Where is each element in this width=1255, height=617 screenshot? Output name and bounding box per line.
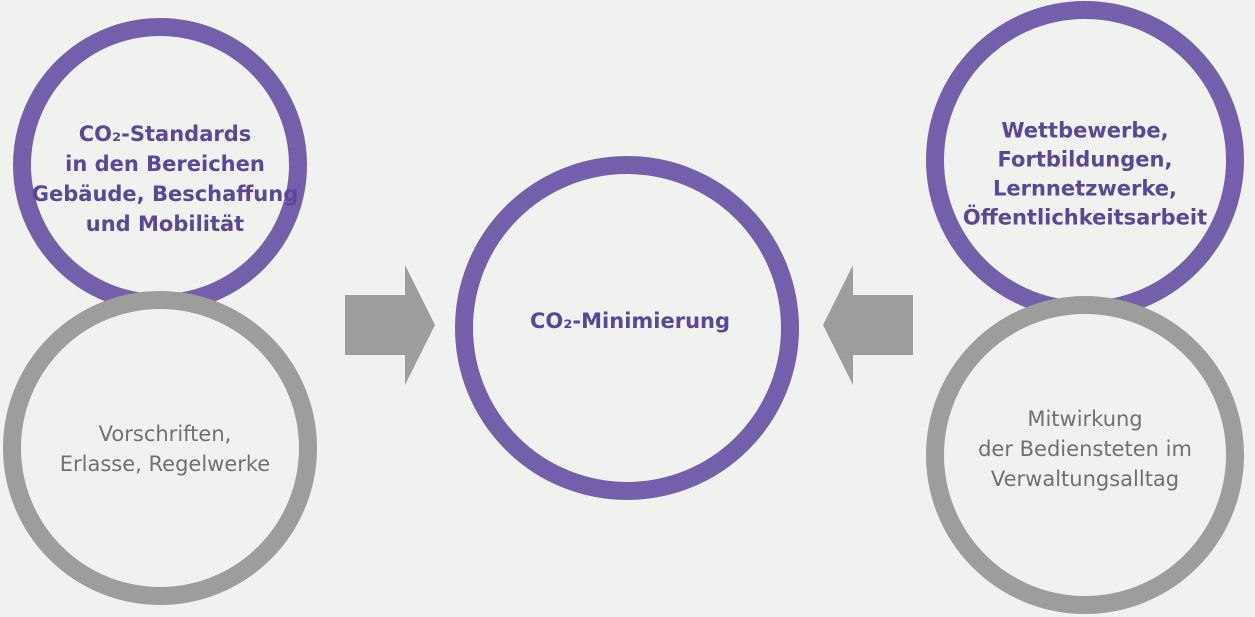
center-ring xyxy=(455,156,799,500)
node-label: Fortbildungen, xyxy=(998,148,1173,172)
labels: CO₂-Standards in den Bereichen Gebäude, Be… xyxy=(32,119,1207,492)
node-label: Mitwirkung xyxy=(1027,407,1142,431)
node-label: CO₂-Standards xyxy=(79,122,252,146)
gray-ring xyxy=(3,291,317,605)
node-label: Gebäude, Beschaffung xyxy=(32,182,298,206)
node-label: in den Bereichen xyxy=(65,152,265,176)
gray-ring xyxy=(926,296,1244,614)
node-label: Wettbewerbe, xyxy=(1001,119,1168,143)
node-label: der Bediensteten im xyxy=(978,437,1192,461)
node-label: Verwaltungsalltag xyxy=(991,467,1179,491)
node-label: Lernnetzwerke, xyxy=(993,177,1177,201)
node-label: und Mobilität xyxy=(86,212,244,236)
arrow xyxy=(345,265,435,385)
arrow xyxy=(823,265,913,385)
node-label: CO₂-Minimierung xyxy=(530,309,730,333)
node-label: Erlasse, Regelwerke xyxy=(60,452,270,476)
node-label: Vorschriften, xyxy=(99,422,232,446)
node-label: Öffentlichkeitsarbeit xyxy=(963,205,1207,230)
